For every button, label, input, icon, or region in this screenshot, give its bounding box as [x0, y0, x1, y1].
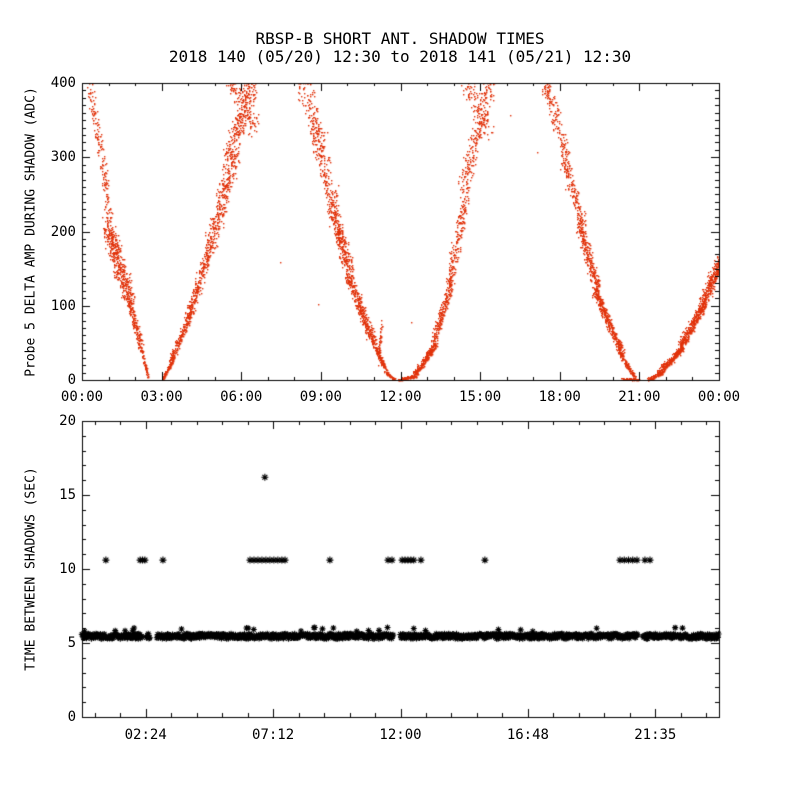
chart-canvas [0, 0, 800, 800]
plot-figure: RBSP-B SHORT ANT. SHADOW TIMES 2018 140 … [0, 0, 800, 800]
